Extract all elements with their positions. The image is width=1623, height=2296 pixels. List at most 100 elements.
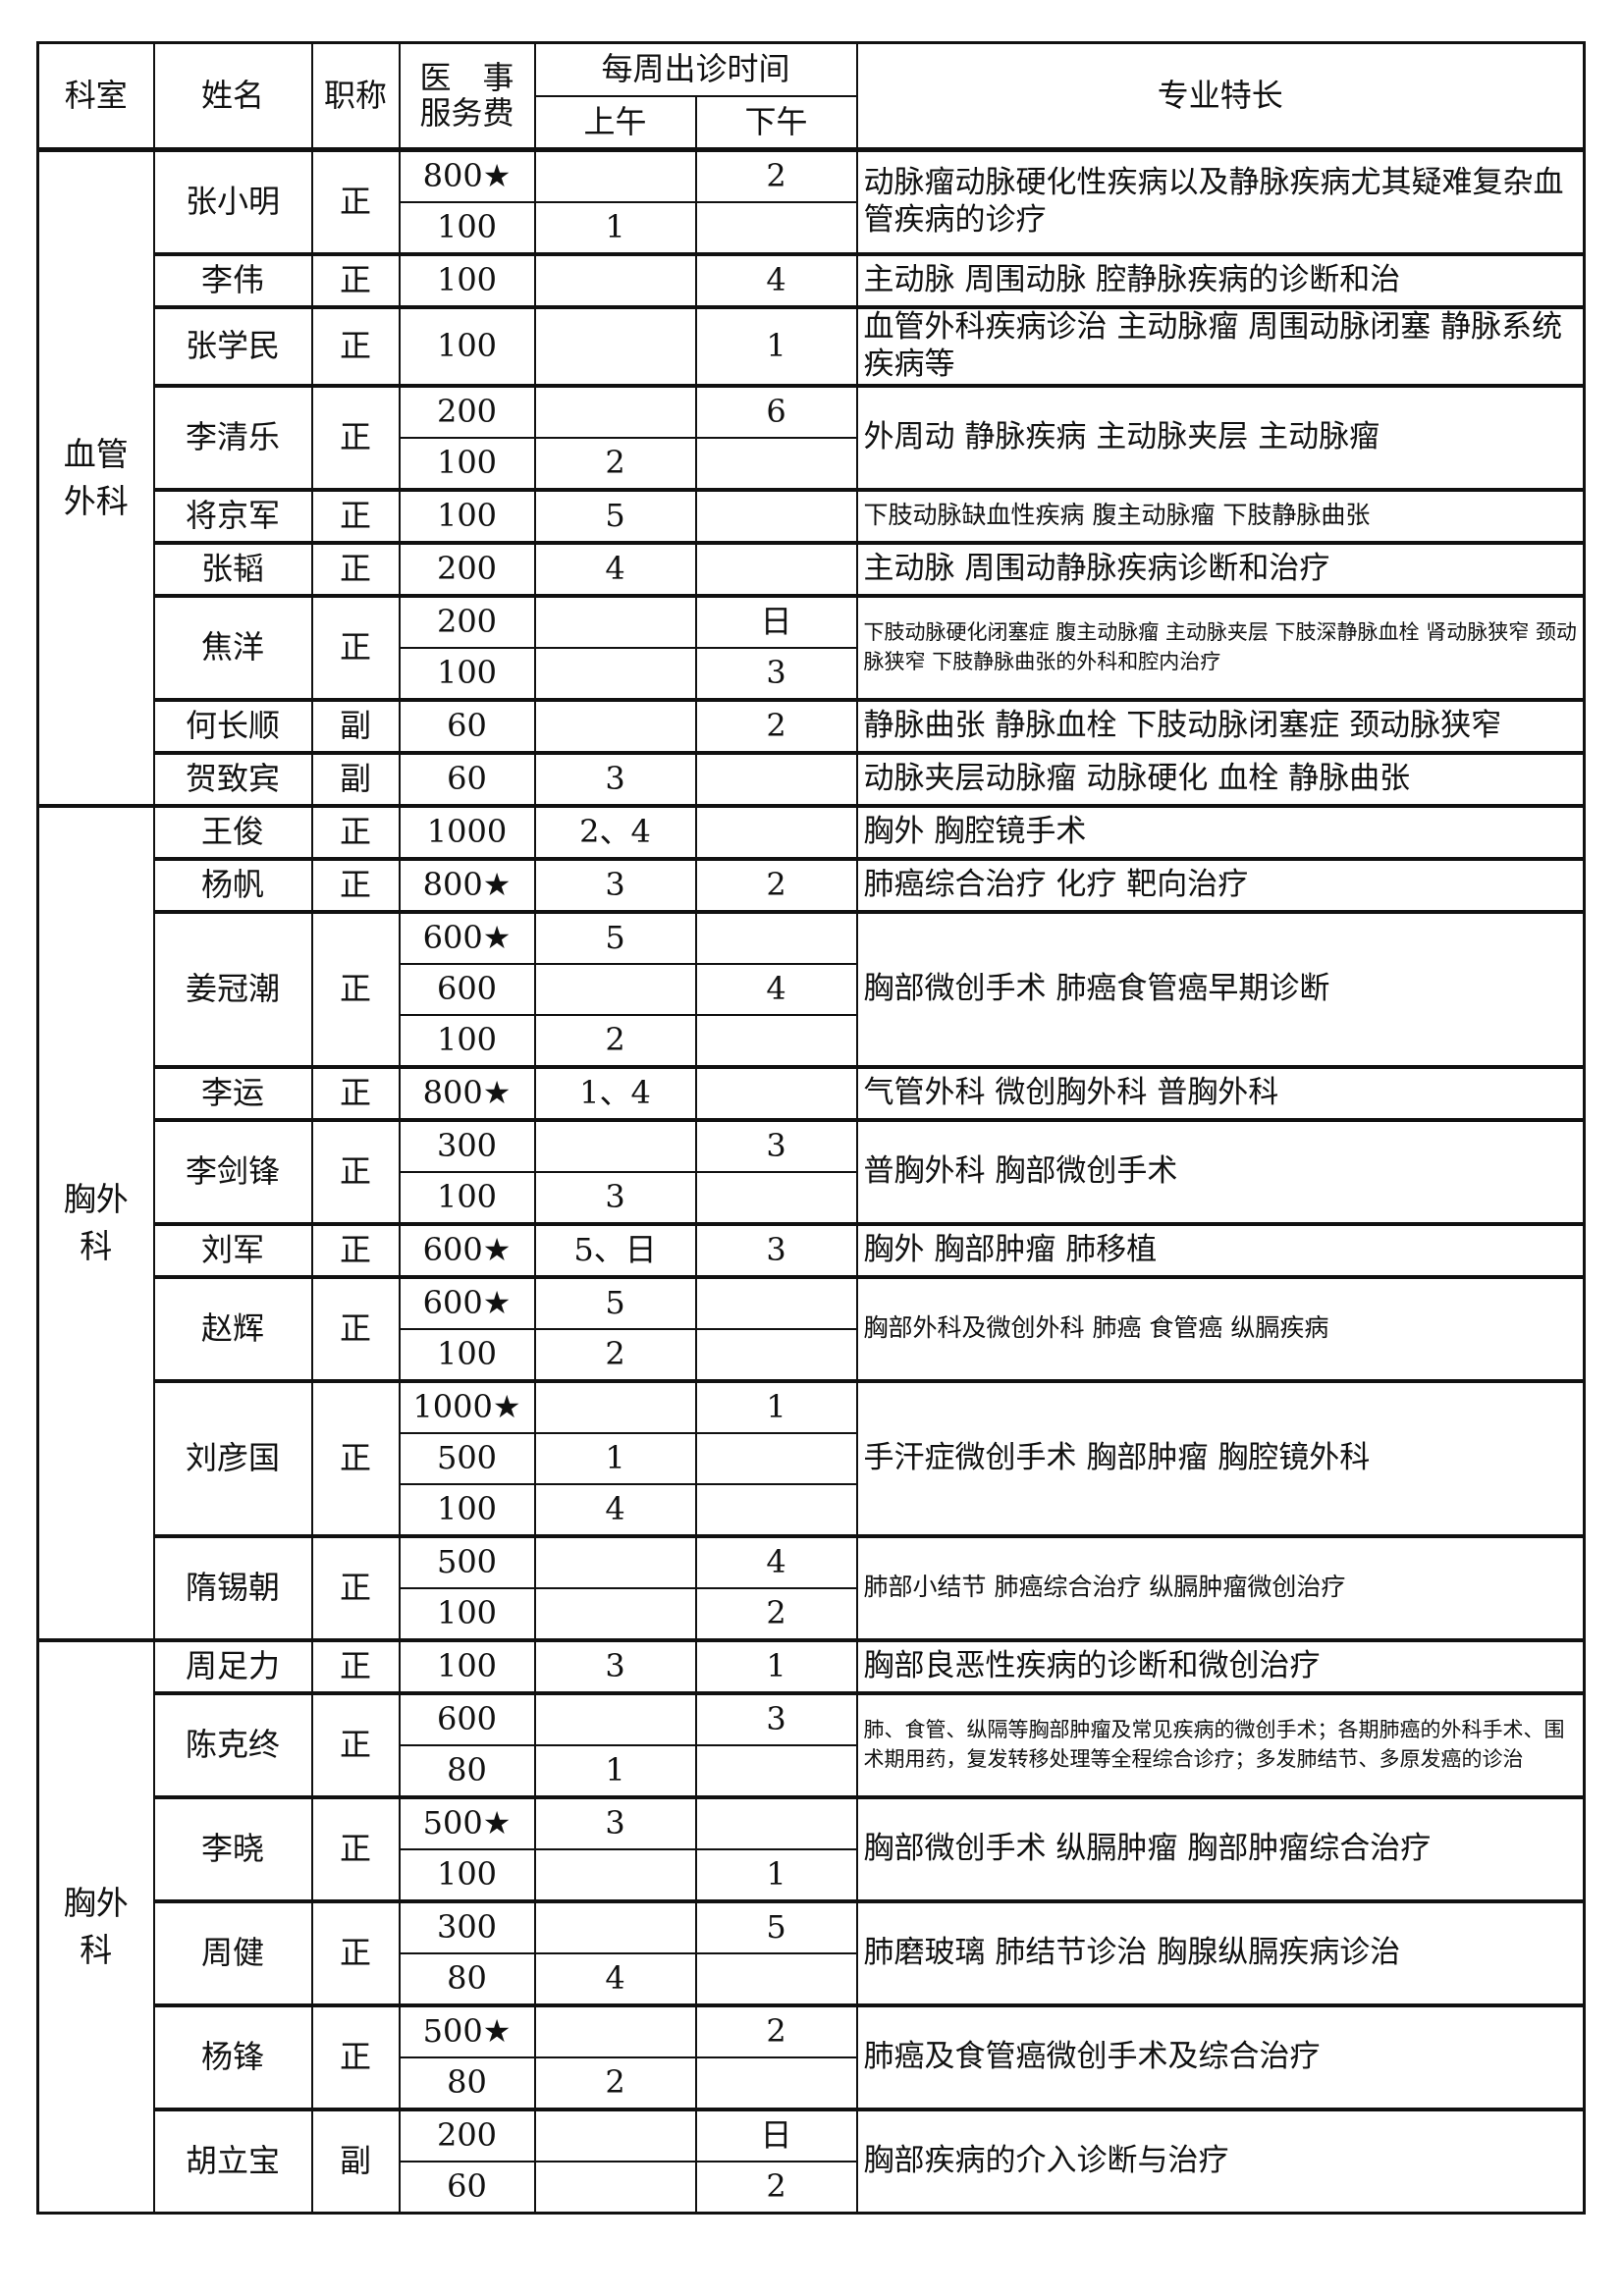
service-fee: 100 xyxy=(398,1327,536,1382)
afternoon-session: 1 xyxy=(694,305,858,387)
table-row: 张学民正 100 1 血管外科疾病诊治 主动脉瘤 周围动脉闭塞 静脉系统疾病等 xyxy=(38,305,1586,387)
afternoon-session xyxy=(694,1170,858,1225)
table-row: 100 3 xyxy=(38,1170,1585,1225)
table-row: 100 2 xyxy=(38,1327,1585,1382)
doctor-title: 副 xyxy=(310,697,401,754)
doctor-title: 正 xyxy=(310,1221,401,1278)
afternoon-session xyxy=(694,750,858,807)
table-row: 李清乐正 200 6 外周动 静脉疾病 主动脉夹层 主动脉瘤 xyxy=(38,383,1586,491)
table-row: 100 1 xyxy=(38,1847,1585,1902)
service-fee: 100 xyxy=(398,646,536,701)
doctor-title: 正 xyxy=(310,1898,401,2006)
specialty-cell: 肺癌综合治疗 化疗 靶向治疗 xyxy=(855,856,1586,913)
afternoon-session: 2 xyxy=(694,1586,858,1641)
specialty-cell: 肺磨玻璃 肺结节诊治 胸腺纵膈疾病诊治 xyxy=(855,1898,1586,2006)
table-body: 血管 外科 张小明正 800★ 2 动脉瘤动脉硬化性疾病以及静脉疾病尤其疑难复杂血管疾病的… xyxy=(36,147,1586,2215)
doctor-name: 刘彦国 xyxy=(152,1378,313,1537)
specialty-cell: 下肢动脉硬化闭塞症 腹主动脉瘤 主动脉夹层 下肢深静脉血栓 肾动脉狭窄 颈动脉狭… xyxy=(855,593,1586,701)
service-fee: 600★ xyxy=(398,909,536,965)
doctor-name: 赵辉 xyxy=(152,1274,313,1382)
afternoon-session xyxy=(694,803,858,860)
doctor-name: 周足力 xyxy=(152,1637,313,1694)
service-fee: 300 xyxy=(398,1898,536,1954)
morning-session xyxy=(533,646,697,701)
department-label-line: 胸外 xyxy=(63,1179,129,1218)
service-fee: 800★ xyxy=(398,1064,536,1121)
doctor-name: 隋锡朝 xyxy=(152,1533,313,1641)
table-row: 李运正 800★ 1、4 气管外科 微创胸外科 普胸外科 xyxy=(38,1064,1586,1121)
doctor-title: 正 xyxy=(310,383,401,491)
table-row: 胡立宝副 200 日胸部疾病的介入诊断与治疗 xyxy=(38,2107,1586,2215)
afternoon-session: 2 xyxy=(694,147,858,203)
service-fee: 500 xyxy=(398,1431,536,1485)
service-fee: 100 xyxy=(398,1847,536,1902)
morning-session xyxy=(533,2107,697,2163)
doctor-title: 正 xyxy=(310,252,401,308)
doctor-title: 正 xyxy=(310,540,401,597)
morning-session: 4 xyxy=(533,1482,697,1537)
morning-session: 3 xyxy=(533,1170,697,1225)
service-fee: 100 xyxy=(398,252,536,308)
afternoon-session xyxy=(694,1482,858,1537)
afternoon-session xyxy=(694,540,858,597)
table-row: 杨帆正 800★ 3 2 肺癌综合治疗 化疗 靶向治疗 xyxy=(38,856,1586,913)
doctor-name: 陈克终 xyxy=(152,1690,313,1798)
doctor-title: 正 xyxy=(310,1637,401,1694)
header-name: 姓名 xyxy=(152,41,313,152)
morning-session xyxy=(533,2002,697,2058)
service-fee: 200 xyxy=(398,593,536,649)
afternoon-session: 6 xyxy=(694,383,858,439)
table-row: 100 2 xyxy=(38,436,1585,491)
afternoon-session xyxy=(694,1951,858,2006)
doctor-title: 正 xyxy=(310,1690,401,1798)
afternoon-session xyxy=(694,1274,858,1330)
table-row: 刘军正 600★ 5、日 3 胸外 胸部肿瘤 肺移植 xyxy=(38,1221,1586,1278)
doctor-name: 张韬 xyxy=(152,540,313,597)
table-row: 80 4 xyxy=(38,1951,1585,2006)
doctor-title: 正 xyxy=(310,2002,401,2110)
afternoon-session xyxy=(694,201,858,255)
service-fee: 80 xyxy=(398,1951,536,2006)
specialty-cell: 胸外 胸腔镜手术 xyxy=(855,803,1586,860)
department-label-line: 科 xyxy=(80,1930,113,1969)
table-row: 血管 外科 张小明正 800★ 2 动脉瘤动脉硬化性疾病以及静脉疾病尤其疑难复杂血管疾病的… xyxy=(36,147,1586,807)
afternoon-session: 4 xyxy=(694,1533,858,1589)
header-schedule: 每周出诊时间 xyxy=(533,41,858,97)
doctor-name: 杨帆 xyxy=(152,856,313,913)
afternoon-session xyxy=(694,1064,858,1121)
table-row: 陈克终正 600 3 肺、食管、纵隔等胸部肿瘤及常见疾病的微创手术；各期肺癌的外科手术… xyxy=(38,1690,1586,1798)
specialty-cell: 肺癌及食管癌微创手术及综合治疗 xyxy=(855,2002,1586,2110)
doctor-name: 杨锋 xyxy=(152,2002,313,2110)
morning-session: 2 xyxy=(533,1013,697,1068)
service-fee: 200 xyxy=(398,383,536,439)
morning-session: 1 xyxy=(533,1431,697,1485)
specialty-cell: 肺部小结节 肺癌综合治疗 纵膈肿瘤微创治疗 xyxy=(855,1533,1586,1641)
doctor-name: 李剑锋 xyxy=(152,1117,313,1225)
specialty-cell: 胸部良恶性疾病的诊断和微创治疗 xyxy=(855,1637,1586,1694)
department-cell: 胸外科 xyxy=(36,1637,155,2215)
specialty-cell: 气管外科 微创胸外科 普胸外科 xyxy=(855,1064,1586,1121)
service-fee: 600 xyxy=(398,1690,536,1746)
doctor-name: 刘军 xyxy=(152,1221,313,1278)
service-fee: 600★ xyxy=(398,1274,536,1330)
specialty-cell: 主动脉 周围动静脉疾病诊断和治疗 xyxy=(855,540,1586,597)
afternoon-session: 1 xyxy=(694,1378,858,1434)
morning-session: 4 xyxy=(533,540,697,597)
specialty-cell: 下肢动脉缺血性疾病 腹主动脉瘤 下肢静脉曲张 xyxy=(855,487,1586,544)
table-row: 赵辉正 600★ 5 胸部外科及微创外科 肺癌 食管癌 纵膈疾病 xyxy=(38,1274,1586,1382)
service-fee: 60 xyxy=(398,2160,536,2215)
specialty-cell: 手汗症微创手术 胸部肿瘤 胸腔镜外科 xyxy=(855,1378,1586,1537)
service-fee: 100 xyxy=(398,1586,536,1641)
morning-session xyxy=(533,1898,697,1954)
table-row: 李晓正 500★ 3 胸部微创手术 纵膈肿瘤 胸部肿瘤综合治疗 xyxy=(38,1794,1586,1902)
doctor-name: 张小明 xyxy=(152,147,313,255)
doctor-name: 将京军 xyxy=(152,487,313,544)
doctor-name: 李伟 xyxy=(152,252,313,308)
department-label-line: 胸外 xyxy=(63,1883,129,1922)
table-row: 100 4 xyxy=(38,1482,1585,1537)
morning-session: 2 xyxy=(533,2056,697,2110)
doctor-name: 何长顺 xyxy=(152,697,313,754)
specialty-cell: 胸部微创手术 肺癌食管癌早期诊断 xyxy=(855,909,1586,1068)
table-row: 胸外科王俊正 1000 2、4 胸外 胸腔镜手术 xyxy=(36,803,1586,1641)
service-fee: 300 xyxy=(398,1117,536,1173)
